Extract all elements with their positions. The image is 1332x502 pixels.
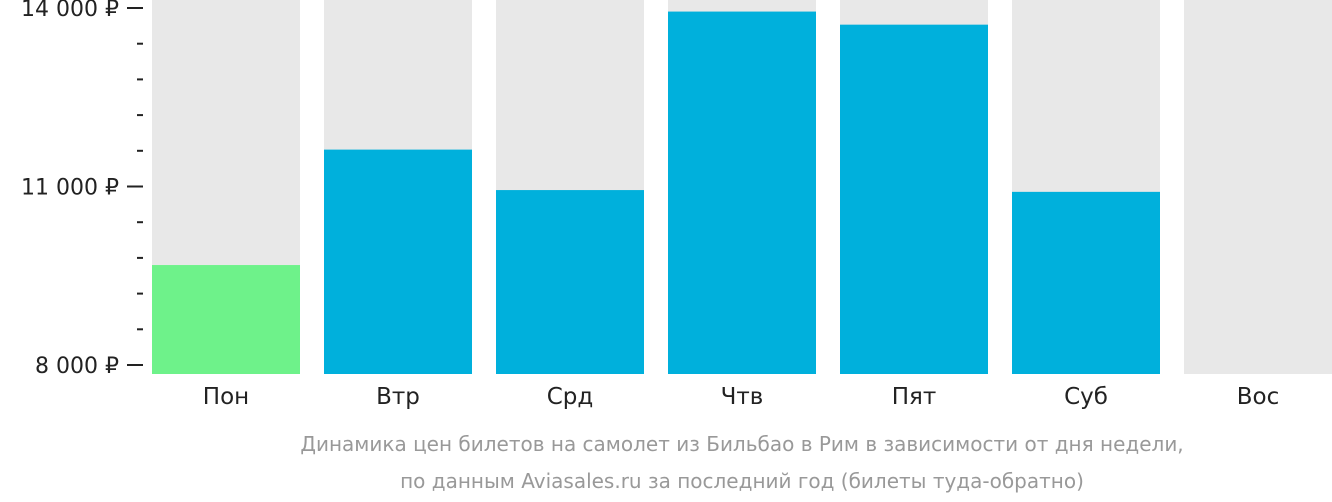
- x-axis-labels: Пон Втр Срд Чтв Пят Суб Вос: [203, 384, 1279, 410]
- x-tick-label-1: Втр: [376, 384, 420, 410]
- x-tick-label-0: Пон: [203, 384, 249, 410]
- x-tick-label-3: Чтв: [721, 384, 764, 410]
- bar-1: [324, 149, 472, 374]
- x-tick-label-6: Вос: [1237, 384, 1280, 410]
- bars: [152, 11, 1160, 374]
- y-axis: 8 000 ₽ 11 000 ₽ 14 000 ₽: [21, 0, 143, 379]
- caption-line-2: по данным Aviasales.ru за последний год …: [400, 469, 1084, 493]
- x-tick-label-5: Суб: [1064, 384, 1108, 410]
- y-tick-label-2: 14 000 ₽: [21, 0, 119, 22]
- bar-track-6: [1184, 0, 1332, 374]
- bar-3: [668, 11, 816, 374]
- bar-4: [840, 24, 988, 374]
- bar-0: [152, 265, 300, 374]
- y-tick-label-0: 8 000 ₽: [35, 354, 119, 379]
- x-tick-label-4: Пят: [892, 384, 937, 410]
- bar-5: [1012, 191, 1160, 374]
- caption-line-1: Динамика цен билетов на самолет из Бильб…: [300, 432, 1183, 456]
- bar-2: [496, 190, 644, 374]
- x-tick-label-2: Срд: [547, 384, 594, 410]
- chart-caption: Динамика цен билетов на самолет из Бильб…: [300, 432, 1183, 493]
- y-tick-label-1: 11 000 ₽: [21, 176, 119, 201]
